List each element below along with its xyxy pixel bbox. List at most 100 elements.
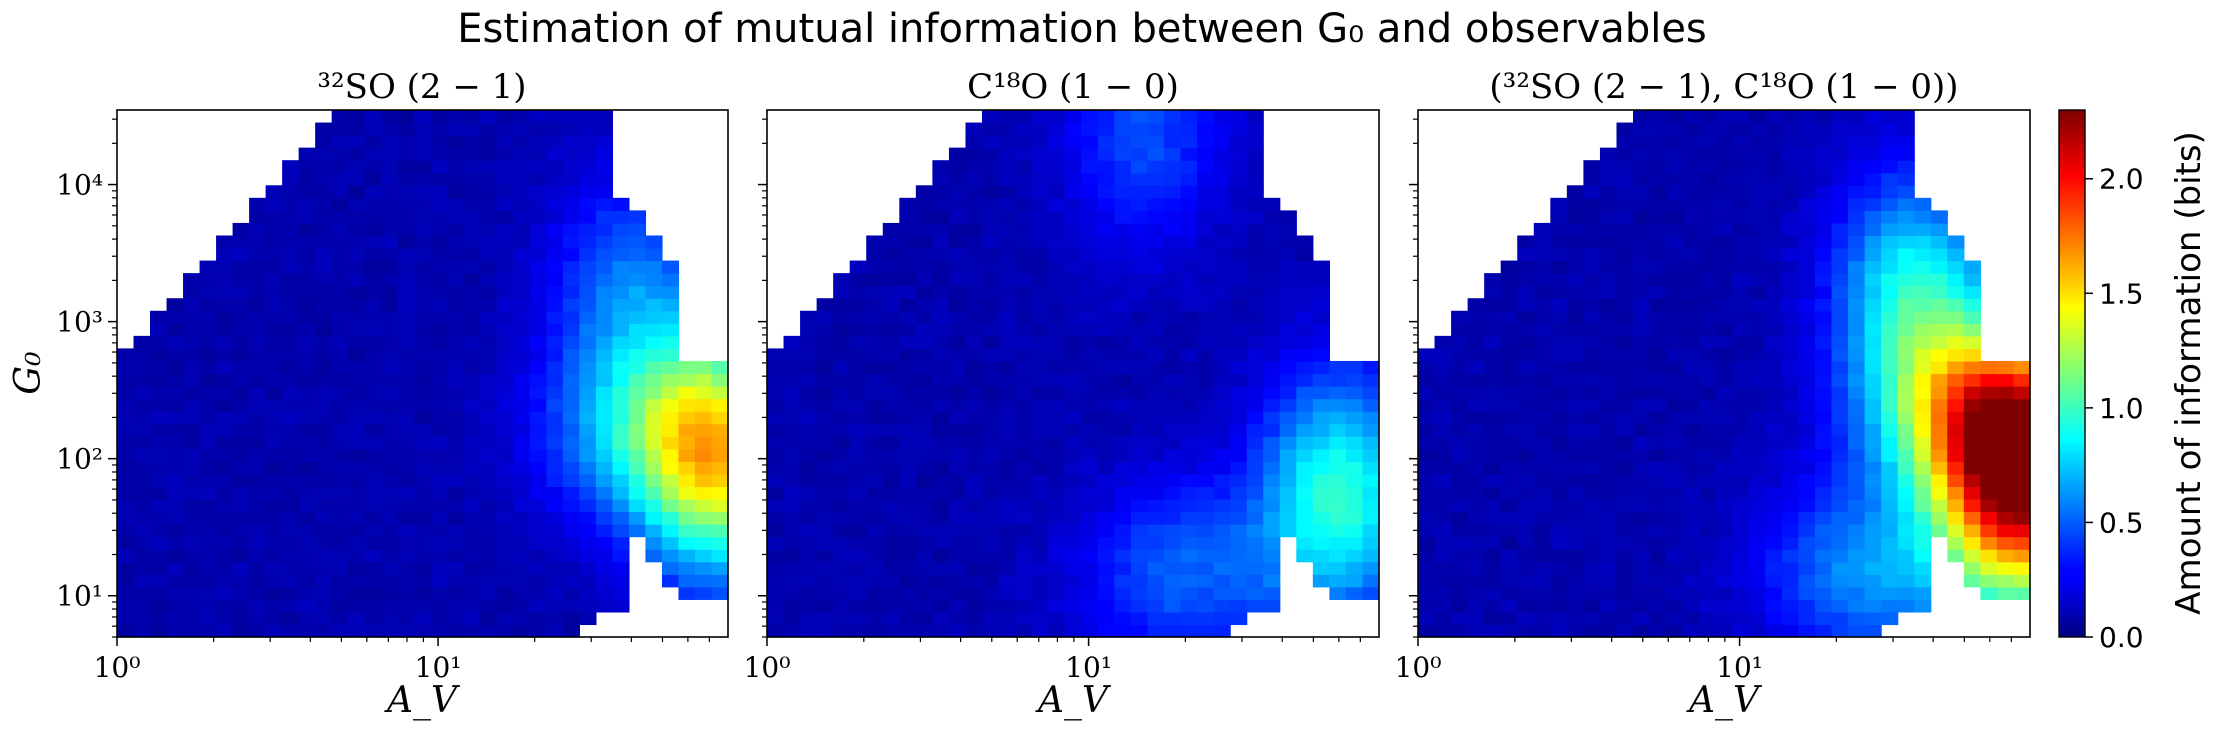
heatmap-cell bbox=[183, 411, 201, 425]
heatmap-cell bbox=[711, 373, 729, 387]
heatmap-cell bbox=[430, 110, 448, 124]
heatmap-cell bbox=[1163, 185, 1182, 199]
heatmap-cell bbox=[282, 273, 300, 287]
heatmap-cell bbox=[463, 461, 481, 475]
heatmap-cell bbox=[1897, 197, 1915, 211]
heatmap-cell bbox=[1848, 185, 1866, 199]
heatmap-cell bbox=[1213, 222, 1231, 237]
heatmap-cell bbox=[1550, 386, 1568, 400]
heatmap-cell bbox=[1798, 335, 1816, 350]
heatmap-cell bbox=[414, 197, 432, 211]
heatmap-cell bbox=[1765, 323, 1783, 337]
heatmap-cell bbox=[249, 323, 267, 337]
heatmap-cell bbox=[1848, 210, 1866, 224]
heatmap-cell bbox=[265, 561, 283, 575]
heatmap-cell bbox=[1130, 486, 1149, 500]
heatmap-cell bbox=[1097, 624, 1115, 638]
heatmap-cell bbox=[1130, 110, 1149, 124]
heatmap-cell bbox=[866, 473, 884, 488]
heatmap-cell bbox=[1649, 185, 1667, 199]
panel-3-yticks bbox=[1409, 118, 1418, 638]
heatmap-cell bbox=[562, 624, 580, 638]
heatmap-cell bbox=[1064, 110, 1082, 124]
heatmap-cell bbox=[282, 461, 300, 475]
heatmap-cell bbox=[216, 273, 234, 287]
heatmap-cell bbox=[1329, 486, 1347, 500]
heatmap-cell bbox=[1517, 436, 1535, 450]
heatmap-cell bbox=[315, 235, 333, 249]
heatmap-cell bbox=[1930, 348, 1948, 362]
heatmap-cell bbox=[800, 561, 818, 575]
heatmap-cell bbox=[783, 561, 801, 575]
heatmap-cell bbox=[1715, 373, 1733, 387]
heatmap-cell bbox=[1897, 248, 1915, 262]
heatmap-cell bbox=[1633, 197, 1651, 211]
heatmap-cell bbox=[331, 360, 349, 375]
heatmap-cell bbox=[1566, 260, 1584, 274]
heatmap-cell bbox=[915, 423, 933, 437]
heatmap-cell bbox=[1682, 122, 1700, 136]
heatmap-cell bbox=[1633, 310, 1651, 324]
heatmap-cell bbox=[628, 235, 647, 249]
heatmap-cell bbox=[800, 524, 818, 538]
heatmap-cell bbox=[199, 348, 217, 362]
heatmap-cell bbox=[645, 436, 663, 450]
heatmap-cell bbox=[447, 386, 465, 400]
heatmap-cell bbox=[529, 561, 547, 575]
heatmap-cell bbox=[1147, 160, 1165, 174]
heatmap-cell bbox=[579, 310, 597, 324]
heatmap-cell bbox=[1732, 599, 1750, 613]
heatmap-cell bbox=[932, 436, 950, 450]
heatmap-cell bbox=[117, 511, 135, 525]
heatmap-cell bbox=[882, 222, 900, 237]
heatmap-cell bbox=[1097, 160, 1115, 174]
heatmap-cell bbox=[1633, 511, 1651, 525]
heatmap-cell bbox=[1451, 461, 1469, 475]
heatmap-cell bbox=[1616, 210, 1634, 224]
heatmap-cell bbox=[1467, 511, 1485, 525]
heatmap-cell bbox=[1484, 360, 1502, 375]
heatmap-cell bbox=[397, 285, 415, 299]
heatmap-cell bbox=[1633, 172, 1651, 186]
heatmap-cell bbox=[232, 386, 250, 400]
heatmap-cell bbox=[1197, 498, 1215, 513]
heatmap-cell bbox=[1329, 536, 1347, 550]
heatmap-cell bbox=[1715, 561, 1733, 575]
heatmap-cell bbox=[1064, 360, 1082, 375]
heatmap-cell bbox=[1566, 360, 1584, 375]
heatmap-cell bbox=[982, 323, 1000, 337]
heatmap-cell bbox=[1213, 461, 1231, 475]
heatmap-cell bbox=[661, 549, 680, 563]
heatmap-cell bbox=[1329, 586, 1347, 600]
heatmap-cell bbox=[1418, 536, 1436, 550]
heatmap-cell bbox=[529, 536, 547, 550]
heatmap-cell bbox=[1633, 210, 1651, 224]
heatmap-cell bbox=[496, 536, 514, 550]
heatmap-cell bbox=[1345, 423, 1364, 437]
heatmap-cell bbox=[1748, 172, 1766, 186]
heatmap-cell bbox=[595, 524, 613, 538]
heatmap-cell bbox=[1980, 398, 1998, 412]
heatmap-cell bbox=[496, 586, 514, 600]
heatmap-cell bbox=[1048, 348, 1066, 362]
heatmap-cell bbox=[1715, 398, 1733, 412]
heatmap-cell bbox=[1114, 235, 1132, 249]
heatmap-cell bbox=[1599, 273, 1618, 287]
heatmap-cell bbox=[1130, 222, 1149, 237]
heatmap-cell bbox=[315, 273, 333, 287]
heatmap-cell bbox=[1914, 398, 1932, 412]
heatmap-cell bbox=[1748, 135, 1766, 149]
heatmap-cell bbox=[1583, 386, 1601, 400]
heatmap-cell bbox=[199, 511, 217, 525]
heatmap-cell bbox=[1500, 335, 1518, 350]
heatmap-cell bbox=[199, 448, 217, 462]
heatmap-cell bbox=[397, 235, 415, 249]
heatmap-cell bbox=[1031, 360, 1049, 375]
heatmap-cell bbox=[1467, 298, 1485, 312]
heatmap-cell bbox=[1451, 373, 1469, 387]
heatmap-cell bbox=[1130, 448, 1149, 462]
heatmap-cell bbox=[767, 574, 785, 588]
heatmap-cell bbox=[1633, 436, 1651, 450]
heatmap-cell bbox=[1015, 486, 1033, 500]
heatmap-cell bbox=[1732, 222, 1750, 237]
